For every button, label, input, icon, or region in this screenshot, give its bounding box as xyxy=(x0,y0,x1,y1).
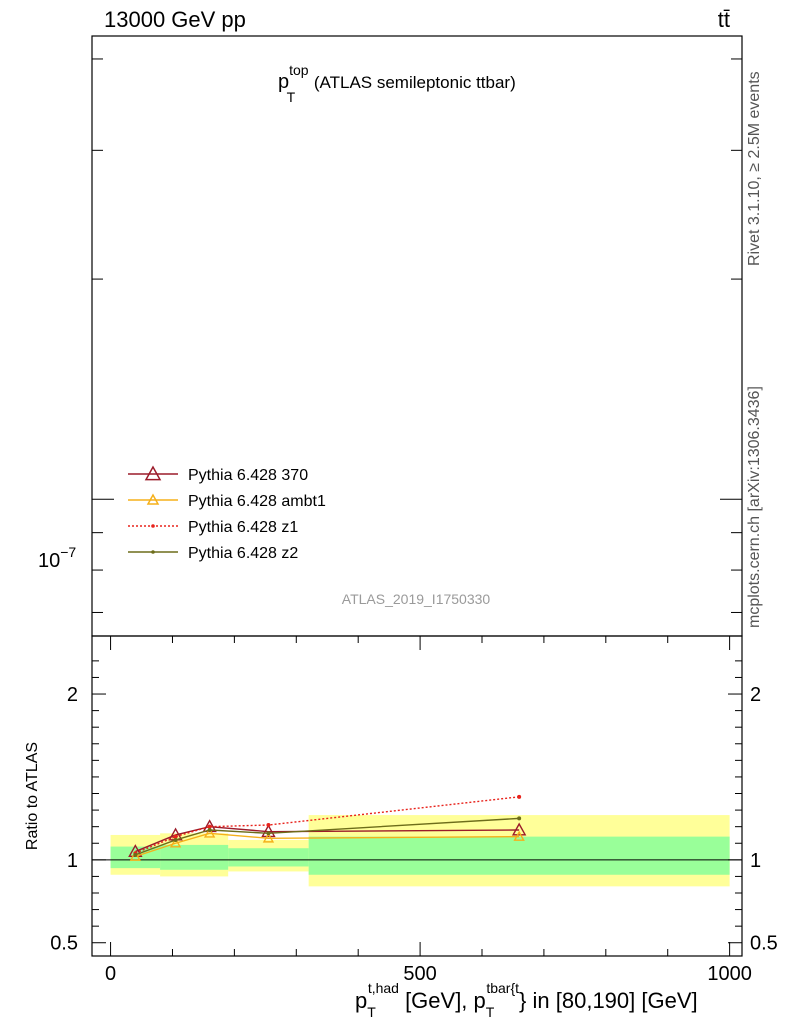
ratio-axis-ticks xyxy=(92,636,742,956)
ratio-point xyxy=(266,823,271,828)
y-tick-label-right: 1 xyxy=(750,850,761,872)
ratio-point xyxy=(203,827,216,838)
ratio-point xyxy=(261,824,276,838)
legend-label: Pythia 6.428 z2 xyxy=(188,545,298,562)
legend-marker xyxy=(146,493,160,505)
title-rest: (ATLAS semileptonic ttbar) xyxy=(309,73,516,92)
legend-entry: Pythia 6.428 370 xyxy=(128,465,308,484)
ratio-point xyxy=(133,852,138,857)
legend-label: Pythia 6.428 ambt1 xyxy=(188,493,326,510)
y-tick-label-right: 0.5 xyxy=(750,933,778,955)
legend-entry: Pythia 6.428 ambt1 xyxy=(128,493,326,510)
ratio-point xyxy=(207,824,212,829)
legend-label: Pythia 6.428 370 xyxy=(188,467,308,484)
band-green xyxy=(308,836,730,875)
mcplots-label: mcplots.cern.ch [arXiv:1306.3436] xyxy=(746,386,763,628)
ratio-tick-labels: 0 500 1000 0.5 0.5 1 1 2 2 xyxy=(50,684,778,985)
ratio-point xyxy=(266,831,271,836)
ratio-series-group xyxy=(128,794,527,861)
y-tick-label-right: 2 xyxy=(750,684,761,706)
ratio-point xyxy=(517,794,522,799)
ratio-point xyxy=(173,837,178,842)
ratio-point xyxy=(517,816,522,821)
rivet-version-label: Rivet 3.1.10, ≥ 2.5M events xyxy=(746,71,763,266)
ratio-point xyxy=(511,822,527,836)
ratio-series-line xyxy=(135,796,520,854)
ratio-point xyxy=(173,834,178,839)
main-y-tick-label: 10−7 xyxy=(38,544,76,572)
header-left-title: 13000 GeV pp xyxy=(104,7,246,32)
title-superscript: top xyxy=(289,62,309,78)
y-tick-label: 2 xyxy=(67,684,78,706)
ratio-uncertainty-bands xyxy=(110,815,730,887)
x-tick-label: 500 xyxy=(403,963,436,985)
legend: Pythia 6.428 370 Pythia 6.428 ambt1 Pythia… xyxy=(128,465,326,562)
band-green xyxy=(110,846,161,869)
ratio-point xyxy=(129,850,142,861)
legend-entry: Pythia 6.428 z1 xyxy=(128,519,298,536)
legend-entry: Pythia 6.428 z2 xyxy=(128,545,298,562)
legend-label: Pythia 6.428 z1 xyxy=(188,519,298,536)
x-tick-label: 1000 xyxy=(707,963,752,985)
ratio-y-axis-label: Ratio to ATLAS xyxy=(24,742,41,850)
legend-marker xyxy=(144,465,162,481)
y-tick-label: 0.5 xyxy=(50,933,78,955)
analysis-label: ATLAS_2019_I1750330 xyxy=(342,591,491,607)
y-tick-label: 1 xyxy=(67,850,78,872)
legend-marker xyxy=(151,550,155,554)
title-p: p xyxy=(278,71,289,93)
ratio-plot-frame xyxy=(91,635,743,957)
ratio-series xyxy=(133,816,522,857)
title-subscript: T xyxy=(287,89,296,105)
band-green xyxy=(160,844,229,870)
ratio-point xyxy=(513,830,525,841)
band-green xyxy=(228,848,309,867)
ratio-point xyxy=(262,832,275,843)
ratio-series-line xyxy=(135,832,520,858)
main-y-axis-ticks xyxy=(92,58,742,613)
ratio-series xyxy=(129,827,525,861)
legend-marker xyxy=(151,524,155,528)
header-right-title: tt̄ xyxy=(718,7,730,32)
x-axis-label: pTt,had [GeV], pTtbar{t} in [80,190] [Ge… xyxy=(355,980,698,1020)
ratio-point xyxy=(207,827,212,832)
ratio-point xyxy=(169,837,182,848)
x-tick-label: 0 xyxy=(105,963,116,985)
main-plot-title: ptop T (ATLAS semileptonic ttbar) xyxy=(278,62,516,105)
